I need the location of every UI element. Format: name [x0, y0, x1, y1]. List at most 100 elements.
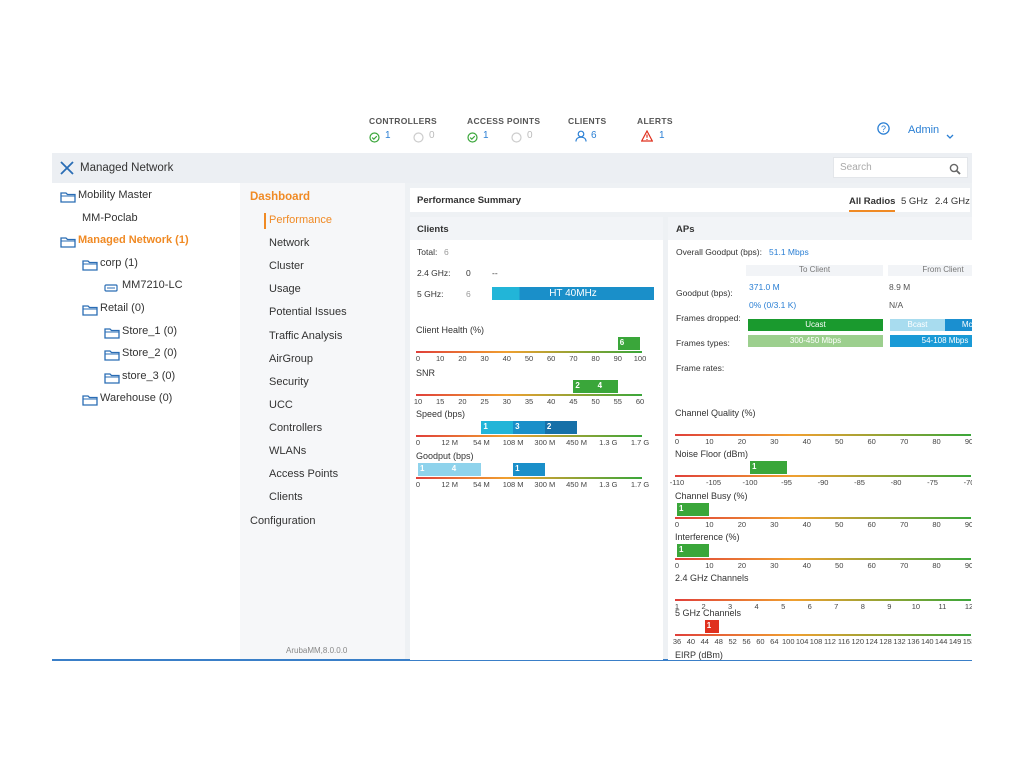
bar-count: 2 [575, 381, 580, 390]
nav-item[interactable]: AirGroup [269, 352, 314, 365]
tree-item[interactable]: MM7210-LC [122, 279, 183, 292]
nav-item[interactable]: Cluster [269, 260, 304, 273]
card-title: APs [676, 224, 695, 235]
nav-item[interactable]: Potential Issues [269, 306, 347, 319]
nav-item[interactable]: Usage [269, 283, 301, 296]
tick-label: 0 [674, 520, 680, 529]
top-bar [52, 105, 972, 153]
tick-label: 36 [672, 637, 682, 646]
card-header [410, 217, 663, 240]
user-menu[interactable]: Admin [908, 124, 940, 136]
tick-label: -85 [854, 478, 865, 487]
tick-label: 1.3 G [599, 438, 618, 447]
tree-item[interactable]: corp (1) [100, 256, 138, 269]
nav-item[interactable]: Controllers [269, 421, 323, 434]
folder-icon [104, 348, 120, 366]
tree-item[interactable]: Mobility Master [78, 189, 152, 201]
histogram-axis [416, 394, 642, 396]
tree-item[interactable]: Warehouse (0) [100, 392, 173, 405]
row-value: 6 [444, 247, 449, 257]
tree-item[interactable]: Managed Network (1) [78, 234, 189, 247]
summary-title: Performance Summary [417, 195, 522, 206]
folder-icon [104, 371, 120, 389]
tick-label: 10 [705, 561, 714, 570]
bar-count: 1 [483, 422, 488, 431]
card-title: Clients [417, 224, 449, 235]
stat-down: 0 [429, 130, 435, 141]
nav-item[interactable]: Security [269, 375, 309, 388]
tick-label: 80 [932, 561, 941, 570]
nav-item[interactable]: WLANs [269, 445, 307, 457]
nav-item[interactable]: Access Points [269, 468, 339, 481]
search-box[interactable]: Search [833, 157, 968, 178]
bar-count: 1 [706, 621, 712, 630]
tree-item[interactable]: Store_2 (0) [122, 347, 178, 360]
tick-label: 0 [674, 561, 680, 570]
tick-label: 70 [569, 354, 578, 363]
help-icon: ? [877, 122, 890, 140]
histogram-bar: 1 [677, 503, 710, 516]
tick-label: 30 [480, 354, 489, 363]
row-label: Goodput (bps): [676, 288, 733, 298]
tick-label: -90 [817, 478, 829, 487]
tick-label: -110 [669, 478, 685, 487]
tick-label: 60 [756, 637, 765, 646]
version: ArubaMM,8.0.0.0 [286, 646, 348, 655]
tick-label: 90 [964, 520, 974, 529]
tick-label: 80 [591, 354, 600, 363]
tick-label: 3 [727, 602, 733, 611]
stat-label: ALERTS [637, 116, 673, 126]
tick-label: 90 [964, 437, 974, 446]
tick-label: -95 [781, 478, 792, 487]
tick-label: 30 [770, 561, 779, 570]
frame-bar: Mcast [945, 319, 972, 331]
tree-item[interactable]: store_3 (0) [122, 369, 176, 382]
tick-label: 10 [705, 520, 714, 529]
tree-item[interactable]: Retail (0) [100, 302, 145, 314]
histogram-bar: 1 [750, 461, 787, 474]
frame-bar: 300-450 Mbps [748, 335, 883, 347]
nav-item[interactable]: Network [269, 237, 310, 250]
column-header: To Client [746, 265, 883, 276]
channel-bar: HT 40MHz [492, 287, 654, 300]
frame-bar: Bcast [890, 319, 945, 331]
tick-label: 104 [795, 637, 809, 646]
nav-item[interactable]: Performance [269, 214, 332, 226]
bar-count: 1 [420, 464, 425, 473]
folder-icon [104, 326, 120, 344]
nav-section[interactable]: Dashboard [250, 191, 311, 203]
tick-label: 60 [867, 437, 876, 446]
histogram-axis [675, 599, 971, 601]
tree-item[interactable]: MM-Poclab [82, 211, 138, 224]
tick-label: 48 [714, 637, 723, 646]
nav-item[interactable]: Traffic Analysis [269, 329, 343, 342]
histogram-bar: 1 [677, 544, 710, 557]
tick-label: 54 M [473, 438, 490, 447]
histogram-bar: 3 [513, 421, 545, 434]
nav-marker [264, 213, 266, 229]
nav-item[interactable]: Clients [269, 491, 303, 504]
nav-config[interactable]: Configuration [250, 515, 316, 527]
nav-item[interactable]: UCC [269, 398, 293, 411]
tick-label: 4 [754, 602, 759, 611]
tab[interactable]: All Radios [849, 196, 896, 212]
nav-panel [240, 183, 405, 660]
tick-label: 70 [899, 437, 909, 446]
tick-label: 10 [911, 602, 921, 611]
channel-bar-label: HT 40MHz [549, 288, 597, 299]
tab[interactable]: 2.4 GHz [935, 196, 970, 207]
tick-label: -100 [742, 478, 758, 487]
alert-icon [640, 129, 654, 147]
tab[interactable]: 5 GHz [901, 196, 928, 207]
goodput-to: 0% (0/3.1 K) [749, 300, 797, 310]
column-header: From Client [888, 265, 972, 276]
stat-label: ACCESS POINTS [467, 116, 541, 126]
tick-label: 12 M [441, 438, 459, 447]
bottom-line [52, 659, 972, 661]
histogram-bar: 4 [449, 463, 482, 476]
bar-count: 2 [546, 422, 552, 431]
tick-label: 1 [674, 602, 680, 611]
tick-label: 108 M [502, 438, 524, 447]
tick-label: 20 [737, 561, 747, 570]
tree-item[interactable]: Store_1 (0) [122, 324, 178, 337]
